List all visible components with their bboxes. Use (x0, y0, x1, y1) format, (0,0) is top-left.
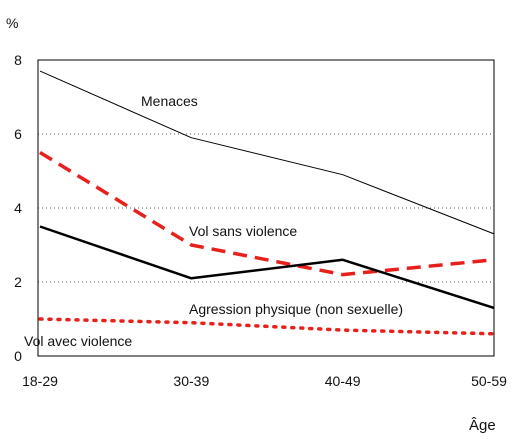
y-tick-label-2: 2 (14, 274, 22, 290)
x-tick-label-18-29: 18-29 (22, 373, 58, 389)
x-axis: 18-29 30-39 40-49 50-59 (22, 373, 507, 389)
series-label-agression-physique: Agression physique (non sexuelle) (189, 301, 403, 317)
series-line-vol-avec-violence (38, 317, 496, 336)
x-axis-title: Âge (469, 417, 496, 434)
y-axis: 0 2 4 6 8 (14, 52, 22, 364)
y-tick-label-8: 8 (14, 52, 22, 68)
y-tick-label-6: 6 (14, 126, 22, 142)
series-line-agression-physique-non-sexuelle (39, 225, 495, 310)
y-unit-label: % (6, 15, 18, 31)
series-labels: Menaces Vol sans violence Agression phys… (24, 93, 403, 349)
grid (38, 133, 494, 283)
x-tick-label-50-59: 50-59 (471, 373, 507, 389)
x-tick-label-40-49: 40-49 (325, 373, 361, 389)
y-tick-label-0: 0 (14, 348, 22, 364)
x-tick-label-30-39: 30-39 (173, 373, 209, 389)
series-label-vol-sans-violence: Vol sans violence (189, 223, 297, 239)
series-line-menaces (39, 70, 495, 235)
series-line-vol-sans-violence (39, 151, 495, 277)
y-tick-label-4: 4 (14, 200, 22, 216)
plot-frame (37, 59, 495, 357)
series-label-menaces: Menaces (141, 93, 198, 109)
series-label-vol-avec-violence: Vol avec violence (24, 333, 132, 349)
series-lines (38, 70, 496, 336)
